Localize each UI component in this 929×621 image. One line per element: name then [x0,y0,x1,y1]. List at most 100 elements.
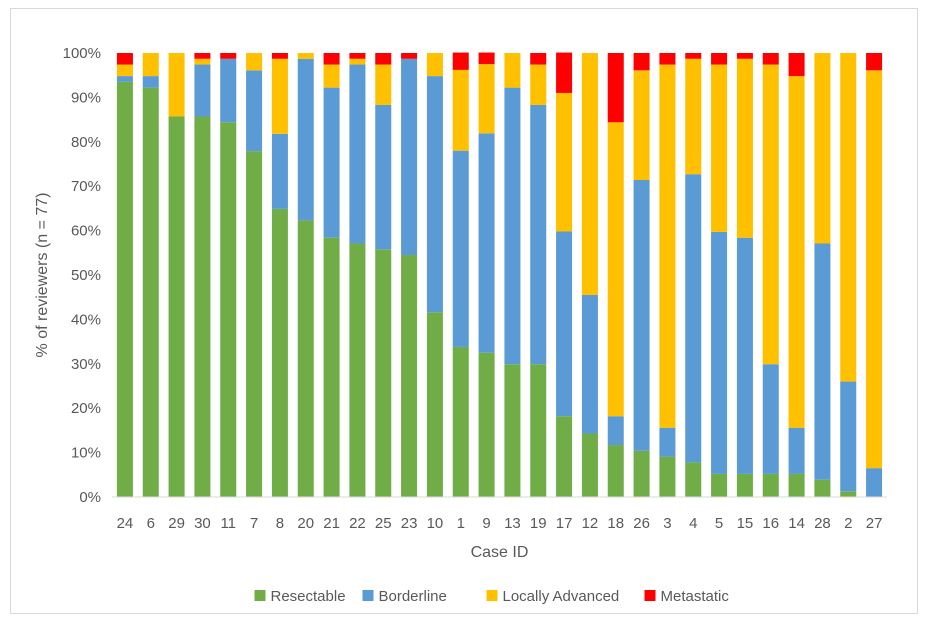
legend-label: Locally Advanced [503,588,620,605]
bar-segment-metastatic [478,52,495,65]
bar-segment-resectable [375,249,392,497]
bar-segment-borderline [297,58,314,221]
bar-segment-locally-advanced [685,58,702,175]
bar-segment-borderline [349,64,366,244]
bar-segment-locally-advanced [426,53,443,77]
bar-segment-metastatic [659,53,676,65]
x-tick-label: 5 [715,515,723,532]
bar-segment-metastatic [375,53,392,65]
bar-segment-resectable [297,220,314,497]
bar-segment-metastatic [685,53,702,59]
bar-segment-resectable [711,473,728,497]
bar-segment-borderline [142,76,159,88]
bar-segment-locally-advanced [736,58,753,238]
bar-segment-metastatic [323,53,340,65]
bar-segment-borderline [323,87,340,238]
bar-segment-resectable [478,352,495,497]
y-tick-label: 50% [71,267,101,284]
bar-segment-metastatic [736,53,753,59]
x-tick-label: 17 [556,515,573,532]
x-axis-ticks: 24 6 29 30 11 7 8 20 21 22 25 23 10 1 9 13 19 17 12 18 26 3 4 5… [117,515,883,532]
bar-segment-resectable [168,116,185,498]
bar-segment-metastatic [116,53,133,65]
bar-segment-borderline [685,174,702,463]
x-tick-label: 16 [762,515,779,532]
bar-segment-resectable [142,87,159,497]
bar-segment-borderline [375,104,392,250]
x-tick-label: 29 [168,515,185,532]
bar-segment-locally-advanced [142,53,159,77]
bar-segment-locally-advanced [246,53,263,71]
x-tick-label: 18 [607,515,624,532]
y-tick-label: 90% [71,89,101,106]
x-tick-label: 9 [482,515,490,532]
bar-segment-locally-advanced [194,58,211,65]
bar-segment-borderline [762,364,779,474]
legend-label: Metastatic [661,588,730,605]
bar-segment-locally-advanced [711,64,728,232]
x-tick-label: 12 [582,515,599,532]
bar-segment-resectable [194,116,211,498]
bar-segment-resectable [659,456,676,497]
bar-segment-resectable [246,151,263,497]
bar-segment-resectable [530,364,547,497]
x-tick-label: 21 [323,515,340,532]
x-tick-label: 27 [866,515,883,532]
bar-segment-resectable [452,346,469,497]
bar-segment-borderline [401,58,418,256]
bar-segment-borderline [194,64,211,117]
y-tick-label: 60% [71,223,101,240]
x-tick-label: 10 [427,515,444,532]
bar-segment-metastatic [271,53,288,59]
bar-segment-resectable [762,473,779,497]
legend-swatch [644,590,656,601]
bar-segment-metastatic [607,53,624,123]
bar-segment-resectable [840,491,857,497]
y-axis-ticks: 0% 10% 20% 30% 40% 50% 60% 70% 80% 90% 100% [63,45,101,506]
bar-segment-metastatic [866,53,883,71]
x-tick-label: 6 [147,515,155,532]
y-tick-label: 0% [79,489,101,506]
bar-segment-locally-advanced [323,64,340,88]
bar-segment-borderline [659,427,676,457]
bar-segment-borderline [866,468,883,497]
bar-segment-resectable [556,416,573,497]
bar-segment-borderline [504,87,521,365]
bar-segment-borderline [246,70,263,152]
bar-segment-borderline [814,243,831,480]
bar-segment-borderline [116,76,133,82]
bar-segment-borderline [633,179,650,451]
x-tick-label: 13 [504,515,521,532]
x-tick-label: 2 [844,515,852,532]
bar-segment-borderline [711,231,728,474]
bar-segment-borderline [607,416,624,446]
bar-segment-borderline [736,237,753,474]
bar-segment-locally-advanced [530,64,547,105]
bar-segment-locally-advanced [116,64,133,77]
bar-segment-resectable [504,364,521,497]
bar-segment-resectable [788,473,805,497]
y-tick-label: 40% [71,311,101,328]
bar-segment-borderline [220,58,237,123]
x-tick-label: 3 [663,515,671,532]
y-tick-label: 10% [71,445,101,462]
bar-segment-locally-advanced [375,64,392,105]
bar-segment-resectable [607,445,624,497]
bar-segment-metastatic [349,53,366,59]
bar-segment-resectable [349,243,366,497]
bar-segment-locally-advanced [814,53,831,244]
x-tick-label: 23 [401,515,418,532]
bar-segment-locally-advanced [866,70,883,469]
x-tick-label: 7 [250,515,258,532]
bar-segment-resectable [633,450,650,497]
x-tick-label: 22 [349,515,366,532]
bar-segment-locally-advanced [607,122,624,417]
legend-label: Resectable [271,588,346,605]
bar-segment-borderline [271,133,288,209]
bar-segment-borderline [478,133,495,353]
bar-segment-borderline [452,150,469,347]
bar-segment-resectable [323,237,340,497]
x-tick-label: 14 [788,515,805,532]
legend-swatch [254,590,266,601]
bar-segment-metastatic [633,53,650,71]
